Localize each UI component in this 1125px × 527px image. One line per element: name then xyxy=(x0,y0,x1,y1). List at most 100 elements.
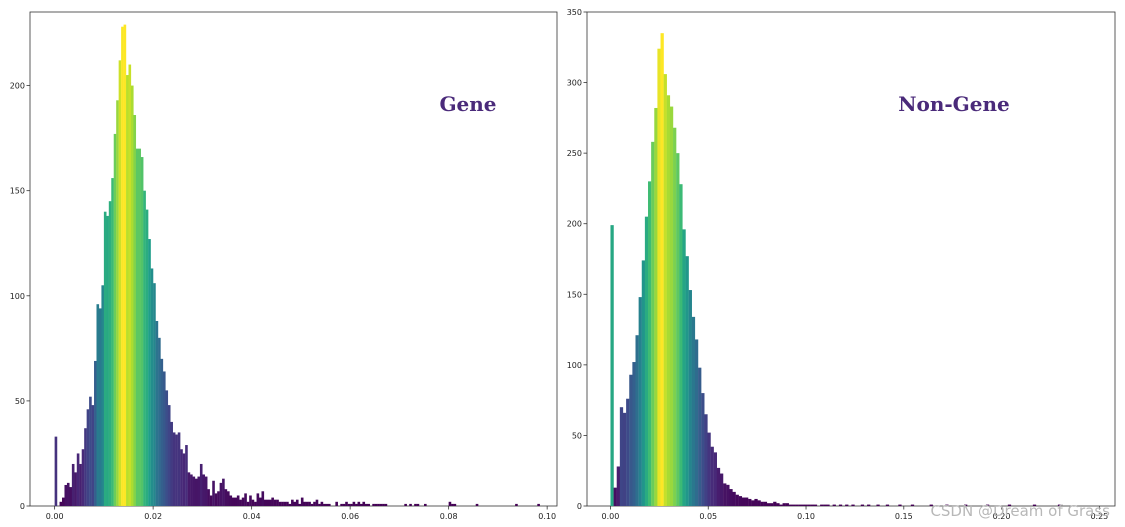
left-bar xyxy=(350,503,353,506)
left-bar xyxy=(246,501,250,506)
left-bar xyxy=(414,503,417,506)
left-x-tick-label: 0.08 xyxy=(440,512,458,521)
left-bar xyxy=(84,428,87,506)
right-y-tick-label: 50 xyxy=(572,431,582,440)
left-bar xyxy=(288,503,292,506)
left-bar xyxy=(155,321,159,506)
left-bar xyxy=(249,495,252,506)
right-bar xyxy=(807,504,811,506)
left-bar xyxy=(379,503,383,506)
left-bar xyxy=(96,304,100,506)
left-bar xyxy=(162,371,166,506)
right-bar xyxy=(929,504,933,506)
right-y-tick-label: 200 xyxy=(567,220,582,229)
left-bar xyxy=(182,453,186,506)
right-bar xyxy=(760,501,764,506)
right-bar xyxy=(635,335,639,506)
right-y-tick-label: 250 xyxy=(567,149,582,158)
left-bar xyxy=(342,503,346,506)
right-y-tick-label: 300 xyxy=(567,79,582,88)
left-bar xyxy=(384,503,388,506)
left-bar xyxy=(76,453,80,506)
left-bar xyxy=(81,449,85,506)
left-y-tick-label: 150 xyxy=(10,187,25,196)
left-bar xyxy=(382,503,385,506)
left-bar xyxy=(268,499,272,506)
left-bar xyxy=(475,503,479,506)
right-bar xyxy=(726,484,730,506)
left-bar xyxy=(362,501,366,506)
right-bar xyxy=(704,414,708,506)
left-bar xyxy=(416,503,420,506)
left-bar xyxy=(207,489,210,506)
non-gene-histogram-panel: 0.00 0.05 0.10 0.15 0.20 0.25 0 50 100 150 200 250… xyxy=(567,8,1116,521)
right-bar xyxy=(679,184,683,506)
left-bar xyxy=(121,26,124,507)
right-bar xyxy=(723,483,727,506)
right-bar xyxy=(763,501,768,506)
left-y-tick-label: 0 xyxy=(20,502,25,511)
right-bar xyxy=(632,362,636,506)
left-bar xyxy=(177,432,181,506)
left-bar xyxy=(327,503,331,506)
left-x-tick-label: 0.06 xyxy=(341,512,359,521)
left-bar xyxy=(106,215,109,506)
left-bar xyxy=(453,503,457,506)
right-bar xyxy=(701,393,705,506)
left-bar xyxy=(98,308,102,506)
right-bar xyxy=(694,339,699,506)
left-bar xyxy=(118,60,122,506)
right-bar xyxy=(867,504,871,506)
right-x-tick-label: 0.15 xyxy=(895,512,913,521)
left-x-tick-label: 0.00 xyxy=(46,512,64,521)
right-bar xyxy=(964,504,968,506)
right-bar xyxy=(766,503,771,506)
left-bar xyxy=(244,493,247,506)
left-bar xyxy=(209,495,213,506)
left-bar xyxy=(217,491,220,506)
left-bar xyxy=(355,503,358,506)
right-bar xyxy=(651,141,655,506)
right-bar xyxy=(688,290,692,506)
left-bar xyxy=(259,497,262,506)
left-bar xyxy=(303,501,306,506)
right-bar xyxy=(945,504,949,506)
right-bar xyxy=(716,467,721,506)
left-bar xyxy=(111,178,114,506)
left-bar xyxy=(323,503,326,506)
left-bar xyxy=(263,499,267,506)
left-y-tick-label: 200 xyxy=(10,82,25,91)
right-y-axis: 0 50 100 150 200 250 300 350 xyxy=(567,8,587,511)
left-bar xyxy=(261,491,265,506)
right-bar xyxy=(741,497,746,506)
left-bar xyxy=(153,283,156,506)
left-bar xyxy=(197,476,201,506)
right-bar xyxy=(798,504,802,506)
left-bar xyxy=(347,503,351,506)
left-bar xyxy=(116,100,119,506)
left-bar xyxy=(295,499,299,506)
right-bar xyxy=(622,412,627,506)
left-bar xyxy=(364,503,368,506)
left-bar xyxy=(224,489,228,506)
right-x-tick-label: 0.00 xyxy=(602,512,620,521)
left-bar xyxy=(266,499,270,506)
left-bar xyxy=(113,133,117,507)
left-bar xyxy=(172,432,176,506)
left-bar xyxy=(313,501,316,506)
non-gene-label: Non-Gene xyxy=(898,92,1010,116)
left-bar xyxy=(335,501,338,506)
right-bar xyxy=(757,500,761,506)
left-bar xyxy=(187,472,191,506)
left-bar xyxy=(409,503,412,506)
left-bar xyxy=(130,85,134,506)
left-bar xyxy=(308,501,311,506)
left-bar xyxy=(71,463,75,506)
right-bar xyxy=(648,181,652,506)
right-bar xyxy=(685,256,689,506)
right-bars xyxy=(610,33,1062,507)
right-bar xyxy=(663,74,667,506)
left-bar xyxy=(286,501,289,506)
right-bar xyxy=(1057,504,1062,506)
